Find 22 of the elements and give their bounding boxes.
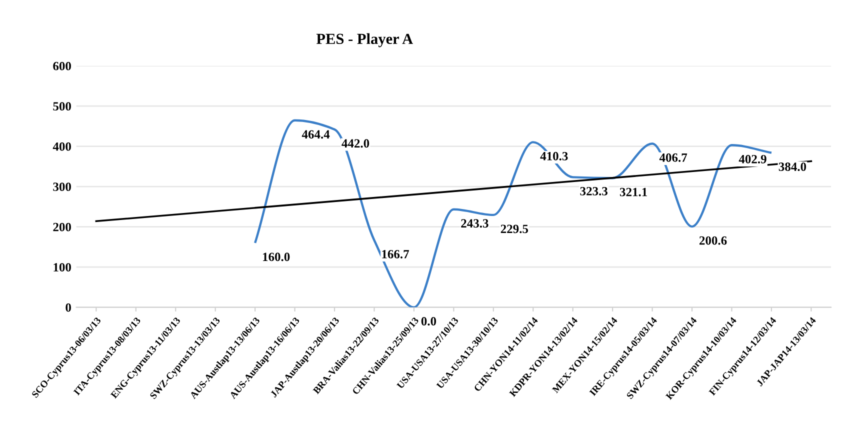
data-label: 321.1 [620,188,647,196]
data-label: 384.0 [778,162,806,172]
y-tick-label: 500 [53,102,71,111]
y-tick-label: 200 [53,222,71,232]
chart-title: PES - Player A [316,33,413,48]
data-label: 243.3 [461,219,488,228]
data-label: 160.0 [263,252,290,262]
y-tick-label: 0 [66,303,71,312]
y-tick-label: 100 [54,263,71,272]
y-tick-label: 600 [53,62,71,70]
data-label: 410.3 [540,152,568,160]
data-label: 166.7 [382,250,409,258]
data-label: 323.3 [580,186,608,196]
y-tick-label: 400 [52,142,71,151]
data-label: 442.0 [342,139,370,148]
y-tick-label: 300 [53,182,71,192]
data-label: 406.7 [659,153,688,162]
data-label: 229.5 [500,224,528,234]
data-label: 464.4 [302,130,330,139]
line-series [254,119,773,308]
data-label: 402.9 [738,154,766,164]
data-label: 200.6 [699,236,727,245]
